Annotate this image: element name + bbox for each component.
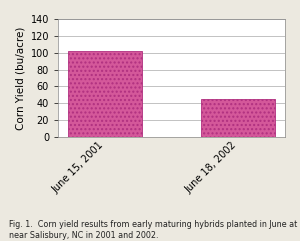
Y-axis label: Corn Yield (bu/acre): Corn Yield (bu/acre) bbox=[15, 26, 25, 130]
Bar bbox=[202, 99, 275, 137]
Bar bbox=[68, 51, 142, 137]
Text: Fig. 1.  Corn yield results from early maturing hybrids planted in June at the P: Fig. 1. Corn yield results from early ma… bbox=[9, 221, 300, 240]
